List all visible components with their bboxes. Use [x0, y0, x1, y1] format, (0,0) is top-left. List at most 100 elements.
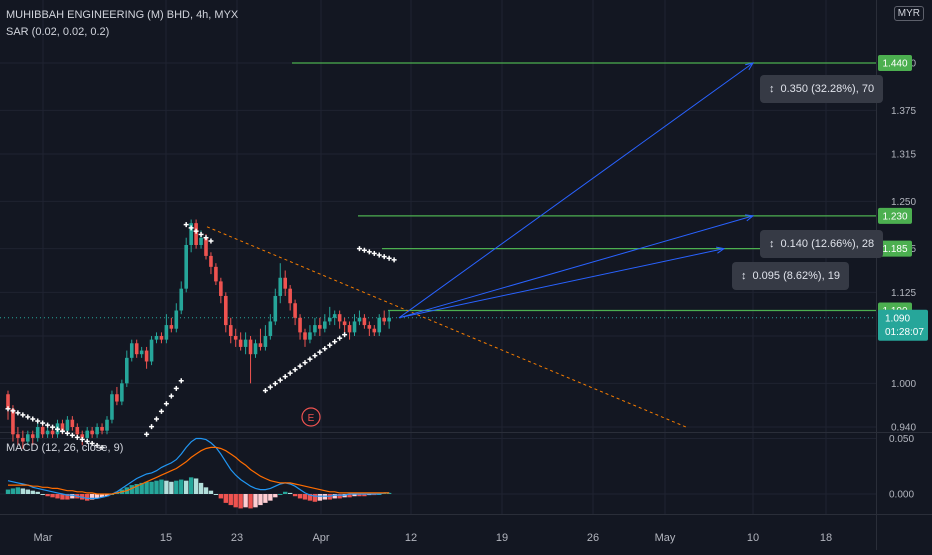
measure-icon: ↕	[769, 238, 775, 250]
candle-body	[273, 295, 278, 322]
macd-tick-label: 0.050	[889, 434, 914, 445]
target-price-label-bg	[878, 240, 912, 257]
target-price-label: 1.185	[882, 244, 907, 255]
candle-body	[80, 434, 85, 438]
macd-histogram-bar	[154, 480, 159, 494]
candle-body	[268, 321, 273, 336]
macd-histogram-bar	[65, 494, 70, 500]
macd-histogram-bar	[278, 494, 283, 495]
macd-histogram-bar	[362, 494, 367, 497]
candle-body	[139, 350, 144, 355]
candle-body	[194, 223, 198, 245]
candle-body	[129, 343, 134, 358]
candle-body	[318, 325, 322, 329]
macd-histogram-bar	[292, 494, 298, 497]
time-tick-label: May	[655, 532, 676, 544]
candle-body	[50, 430, 55, 435]
candle-body	[288, 288, 292, 304]
macd-legend[interactable]: MACD (12, 26, close, 9)	[6, 442, 124, 454]
macd-histogram-bar	[184, 480, 189, 494]
candle-body	[377, 317, 382, 333]
sar-legend[interactable]: SAR (0.02, 0.02, 0.2)	[6, 26, 110, 38]
candle-body	[40, 427, 45, 435]
candle-body	[219, 281, 223, 296]
measure-text-1: 0.350 (32.28%), 70	[780, 83, 875, 95]
candle-body	[11, 408, 15, 435]
candle-body	[189, 223, 193, 245]
candle-body	[209, 255, 213, 267]
macd-histogram-bar	[238, 494, 243, 509]
candle-body	[327, 317, 332, 322]
macd-histogram-bar	[203, 487, 209, 494]
currency-badge[interactable]: MYR	[893, 6, 924, 21]
measure-text-3: 0.095 (8.62%), 19	[752, 270, 840, 282]
candle-body	[115, 394, 119, 402]
candle-body	[233, 336, 238, 340]
candle-body	[95, 427, 99, 435]
macd-histogram-bar	[40, 494, 45, 495]
macd-histogram-bar	[193, 478, 199, 494]
candle-body	[303, 332, 307, 340]
candle-body	[45, 430, 50, 435]
time-tick-label: 19	[496, 532, 508, 544]
measure-label-2[interactable]: ↕ 0.140 (12.66%), 28	[760, 230, 884, 258]
candle-body	[278, 277, 283, 296]
candle-body	[30, 434, 35, 438]
earnings-marker[interactable]: E	[301, 407, 321, 427]
macd-histogram-bar	[174, 480, 179, 494]
time-tick-label: 26	[587, 532, 599, 544]
arrow-head	[744, 214, 755, 222]
macd-histogram-bar	[268, 494, 273, 501]
measure-icon: ↕	[769, 83, 775, 95]
time-tick-label: 23	[231, 532, 243, 544]
candle-body	[228, 325, 233, 336]
macd-tick-label: 0.000	[889, 490, 914, 501]
candle-body	[100, 427, 104, 431]
macd-histogram-bar	[273, 494, 278, 498]
candle-body	[298, 317, 302, 333]
candle-body	[337, 314, 342, 322]
projection-arrow	[398, 62, 754, 319]
arrow-head	[745, 62, 755, 71]
macd-histogram-bar	[159, 479, 164, 494]
projection-arrow	[398, 248, 725, 319]
macd-pane	[5, 437, 392, 509]
macd-histogram-bar	[25, 489, 30, 494]
macd-histogram-bar	[337, 494, 342, 499]
macd-histogram-bar	[60, 494, 65, 500]
price-tick-label: 1.315	[891, 150, 916, 161]
candle-body	[382, 317, 386, 322]
time-tick-label: 18	[820, 532, 832, 544]
candle-body	[258, 343, 263, 347]
price-tick-label: 1.000	[891, 379, 916, 390]
macd-histogram-bar	[55, 494, 60, 499]
measure-label-3[interactable]: ↕ 0.095 (8.62%), 19	[732, 262, 849, 290]
macd-histogram-bar	[89, 494, 95, 500]
candle-body	[238, 339, 243, 347]
macd-histogram-bar	[283, 491, 288, 494]
arrow-head	[716, 246, 726, 254]
macd-histogram-bar	[302, 494, 308, 500]
candle-body	[293, 303, 297, 318]
macd-histogram-bar	[179, 479, 184, 494]
candle-body	[125, 357, 129, 384]
candle-body	[248, 339, 253, 355]
candle-body	[323, 321, 327, 329]
time-axis: Mar 15 23 Apr 12 19 26 May 10 18	[34, 532, 833, 544]
candle-body	[367, 325, 372, 329]
candle-body	[263, 336, 268, 347]
candle-body	[179, 288, 184, 311]
macd-histogram-bar	[99, 494, 105, 498]
macd-histogram-bar	[332, 494, 337, 499]
macd-histogram-bar	[144, 481, 149, 494]
candle-body	[16, 434, 20, 438]
macd-histogram-bar	[317, 494, 323, 501]
macd-histogram-bar	[104, 494, 110, 497]
measure-label-1[interactable]: ↕ 0.350 (32.28%), 70	[760, 75, 884, 103]
macd-histogram-bar	[20, 488, 26, 494]
candle-body	[313, 325, 317, 333]
measure-text-2: 0.140 (12.66%), 28	[780, 238, 875, 250]
